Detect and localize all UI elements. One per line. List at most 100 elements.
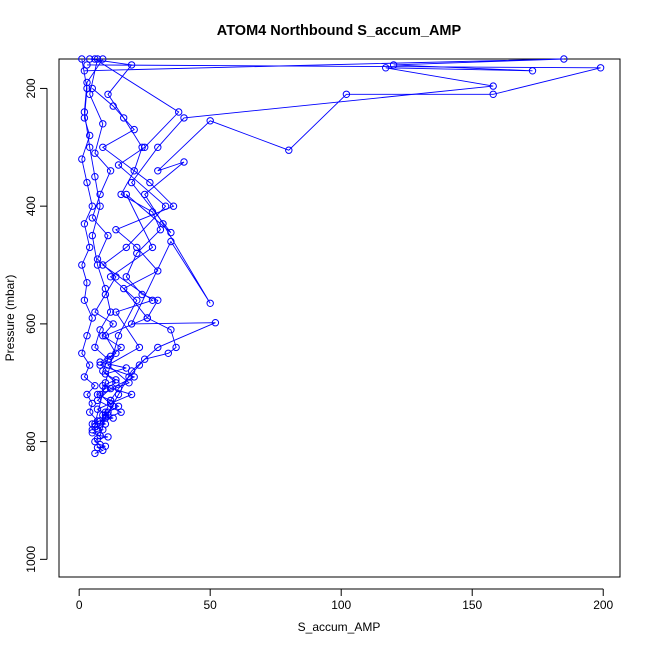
data-point <box>489 82 497 90</box>
data-point <box>285 146 293 154</box>
data-point <box>99 120 107 128</box>
data-point <box>106 352 115 360</box>
data-point <box>104 361 112 369</box>
data-point <box>382 64 390 72</box>
data-point <box>560 55 568 63</box>
data-point <box>93 55 102 63</box>
data-point <box>211 319 220 327</box>
data-point <box>135 361 144 369</box>
data-series <box>78 55 102 434</box>
data-point <box>83 279 91 287</box>
data-point <box>88 84 97 93</box>
data-point <box>141 143 149 152</box>
data-point <box>154 343 162 352</box>
series-line <box>89 58 133 422</box>
data-point <box>78 261 86 269</box>
y-tick-label: 1000 <box>24 546 38 573</box>
data-point <box>167 237 175 246</box>
data-point <box>489 90 497 99</box>
data-point <box>83 332 91 340</box>
data-point <box>101 290 110 299</box>
data-point <box>114 161 123 169</box>
data-point <box>122 273 131 281</box>
data-point <box>156 226 165 234</box>
data-point <box>175 108 183 116</box>
data-point <box>91 449 99 458</box>
data-point <box>148 296 157 304</box>
data-point <box>109 102 117 110</box>
data-point <box>342 90 351 99</box>
plot-area-frame <box>58 58 621 578</box>
data-point <box>117 343 125 352</box>
data-point <box>161 202 170 210</box>
series-line <box>89 58 177 430</box>
data-point <box>91 149 99 157</box>
data-point <box>86 143 94 152</box>
data-point <box>80 373 89 381</box>
series-line <box>84 58 564 425</box>
data-point <box>88 231 97 240</box>
y-tick-label: 800 <box>24 431 38 451</box>
data-point <box>93 405 102 413</box>
data-point <box>88 426 97 434</box>
data-point <box>180 114 188 122</box>
data-point <box>130 125 138 134</box>
data-point <box>154 296 162 304</box>
series-line <box>92 88 175 425</box>
data-point <box>146 178 154 187</box>
data-point <box>86 408 94 416</box>
data-point <box>91 173 99 181</box>
x-tick-label: 50 <box>204 598 218 612</box>
data-point <box>80 114 89 122</box>
data-point <box>114 390 123 399</box>
data-point <box>112 376 120 384</box>
data-point <box>141 190 149 199</box>
data-point <box>135 343 144 352</box>
data-point <box>93 255 102 263</box>
data-point <box>109 320 117 328</box>
data-point <box>141 355 149 363</box>
data-point <box>154 267 162 275</box>
data-point <box>127 390 136 399</box>
series-line <box>94 58 180 416</box>
data-point <box>99 261 107 269</box>
data-point <box>96 326 104 334</box>
data-point <box>86 361 94 369</box>
data-point <box>96 417 104 425</box>
data-point <box>86 243 94 252</box>
x-axis-label: S_accum_AMP <box>298 620 381 634</box>
data-point <box>389 61 398 69</box>
data-point <box>78 55 86 63</box>
chart-title: ATOM4 Northbound S_accum_AMP <box>217 23 462 39</box>
data-point <box>130 373 138 381</box>
data-point <box>86 90 94 99</box>
data-point <box>106 273 115 281</box>
data-point <box>120 284 128 293</box>
data-point <box>112 308 120 316</box>
data-point <box>99 143 107 152</box>
data-point <box>91 382 99 390</box>
data-series <box>91 55 183 419</box>
data-point <box>154 143 162 152</box>
data-point <box>180 158 188 166</box>
data-point <box>91 308 99 316</box>
data-point <box>114 402 123 410</box>
data-point <box>114 332 123 340</box>
data-point <box>117 190 125 199</box>
data-series <box>80 55 568 428</box>
x-axis: 0 50 100 150 200 <box>76 588 614 612</box>
data-point <box>86 131 94 140</box>
y-tick-label: 600 <box>24 314 38 334</box>
data-point <box>120 114 128 122</box>
data-point <box>88 399 97 408</box>
data-point <box>83 78 91 87</box>
y-tick-label: 200 <box>24 78 38 98</box>
y-axis-label: Pressure (mbar) <box>3 275 17 362</box>
data-point <box>125 379 133 387</box>
data-point <box>169 202 178 210</box>
data-point <box>91 343 99 352</box>
data-point <box>101 370 110 378</box>
series-line <box>86 64 601 436</box>
data-point <box>130 167 138 175</box>
